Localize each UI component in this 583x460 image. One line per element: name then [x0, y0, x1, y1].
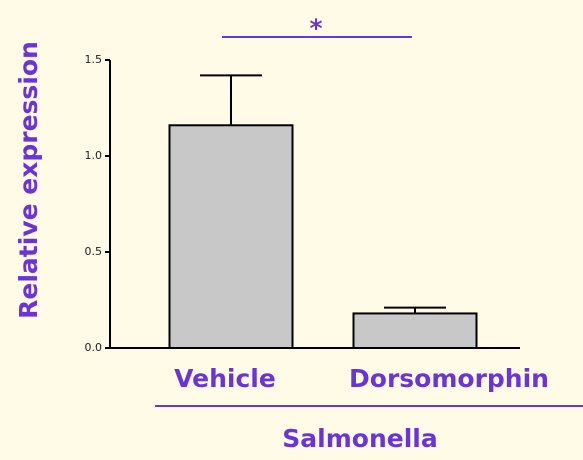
bar: [352, 312, 478, 350]
x-tick-label: Vehicle: [174, 364, 276, 393]
significance-star: *: [309, 14, 322, 43]
y-tick-label: 0.0: [85, 341, 103, 354]
y-axis-label: Relative expression: [14, 41, 43, 319]
y-tick-label: 1.0: [85, 149, 103, 162]
y-tick-label: 1.5: [85, 53, 103, 66]
x-tick-label: Dorsomorphin: [349, 364, 549, 393]
y-tick-label: 0.5: [85, 245, 103, 258]
group-label: Salmonella: [282, 424, 437, 453]
bar: [168, 124, 294, 349]
